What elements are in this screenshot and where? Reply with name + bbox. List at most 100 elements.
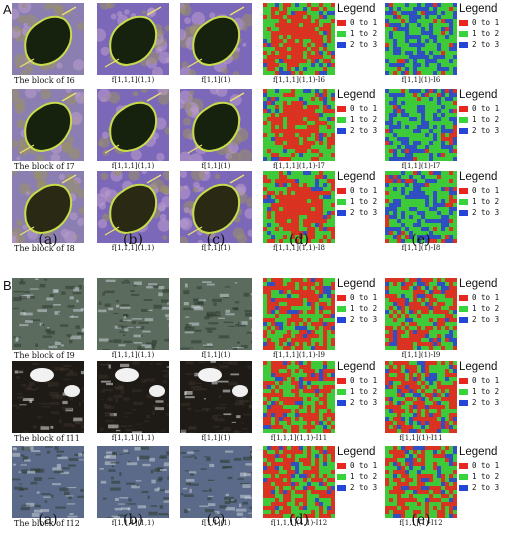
image-b-r2-c3 bbox=[180, 361, 252, 433]
image-a-r2-c4 bbox=[263, 89, 335, 161]
legend-swatch bbox=[337, 305, 346, 312]
legend-swatch bbox=[337, 187, 346, 194]
legend-item: 0 to 1 bbox=[459, 185, 499, 196]
legend-title: Legend bbox=[459, 278, 498, 290]
legend-swatch bbox=[337, 116, 346, 123]
image-b-r1-c1 bbox=[12, 278, 84, 350]
legend-item: 2 to 3 bbox=[337, 314, 377, 325]
image-a-r3-c3 bbox=[180, 171, 252, 243]
legend: Legend 0 to 1 1 to 2 2 to 3 bbox=[337, 89, 377, 136]
legend: Legend 0 to 1 1 to 2 2 to 3 bbox=[337, 278, 377, 325]
legend: Legend 0 to 1 1 to 2 2 to 3 bbox=[337, 3, 377, 50]
legend-label: 1 to 2 bbox=[350, 304, 378, 313]
legend-label: 0 to 1 bbox=[350, 18, 378, 27]
legend-label: 2 to 3 bbox=[350, 398, 378, 407]
legend-item: 0 to 1 bbox=[459, 292, 499, 303]
legend-item: 1 to 2 bbox=[337, 196, 377, 207]
legend-swatch bbox=[337, 377, 346, 384]
image-caption: The block of I7 bbox=[14, 162, 75, 171]
legend-item: 1 to 2 bbox=[459, 303, 499, 314]
legend-item: 2 to 3 bbox=[459, 482, 499, 493]
legend-label: 1 to 2 bbox=[472, 387, 500, 396]
legend-label: 2 to 3 bbox=[350, 208, 378, 217]
legend-label: 0 to 1 bbox=[472, 104, 500, 113]
legend-swatch bbox=[459, 209, 468, 216]
section-label-b: B bbox=[3, 278, 12, 293]
legend-swatch bbox=[337, 105, 346, 112]
legend-item: 0 to 1 bbox=[337, 375, 377, 386]
image-caption: f[1,1,1](1,1)-I12 bbox=[270, 519, 328, 527]
legend-label: 2 to 3 bbox=[350, 315, 378, 324]
image-a-r3-c5 bbox=[385, 171, 457, 243]
legend: Legend 0 to 1 1 to 2 2 to 3 bbox=[459, 3, 499, 50]
image-b-r3-c1 bbox=[12, 446, 84, 518]
legend-title: Legend bbox=[337, 278, 376, 290]
legend-item: 1 to 2 bbox=[337, 28, 377, 39]
legend-label: 2 to 3 bbox=[472, 398, 500, 407]
legend-label: 0 to 1 bbox=[350, 186, 378, 195]
legend-item: 1 to 2 bbox=[459, 114, 499, 125]
column-caption: (c) bbox=[206, 512, 226, 528]
legend-label: 2 to 3 bbox=[472, 483, 500, 492]
legend-item: 2 to 3 bbox=[459, 314, 499, 325]
legend-swatch bbox=[459, 198, 468, 205]
legend-swatch bbox=[459, 377, 468, 384]
image-b-r2-c2 bbox=[97, 361, 169, 433]
image-caption: f[1,1,1](1,1)-I11 bbox=[270, 434, 328, 442]
column-caption: (b) bbox=[123, 512, 143, 528]
legend-item: 2 to 3 bbox=[459, 397, 499, 408]
legend-item: 2 to 3 bbox=[337, 125, 377, 136]
legend-swatch bbox=[337, 462, 346, 469]
image-caption: f[1,1](1)-I9 bbox=[401, 351, 441, 359]
image-b-r1-c5 bbox=[385, 278, 457, 350]
image-b-r1-c4 bbox=[263, 278, 335, 350]
legend-item: 1 to 2 bbox=[337, 471, 377, 482]
legend-swatch bbox=[337, 388, 346, 395]
image-caption: f[1,1](1) bbox=[201, 351, 231, 359]
column-caption: (a) bbox=[38, 512, 58, 528]
legend-swatch bbox=[459, 294, 468, 301]
image-a-r1-c4 bbox=[263, 3, 335, 75]
legend-label: 2 to 3 bbox=[472, 126, 500, 135]
legend-label: 1 to 2 bbox=[472, 29, 500, 38]
legend-swatch bbox=[337, 316, 346, 323]
legend-swatch bbox=[459, 187, 468, 194]
legend-item: 1 to 2 bbox=[459, 471, 499, 482]
legend-label: 1 to 2 bbox=[350, 115, 378, 124]
image-a-r2-c3 bbox=[180, 89, 252, 161]
legend-item: 1 to 2 bbox=[337, 114, 377, 125]
image-b-r2-c4 bbox=[263, 361, 335, 433]
legend-label: 2 to 3 bbox=[350, 126, 378, 135]
legend-label: 1 to 2 bbox=[472, 197, 500, 206]
image-caption: f[1,1,1](1,1)-I6 bbox=[272, 76, 326, 84]
legend-title: Legend bbox=[459, 361, 498, 373]
legend: Legend 0 to 1 1 to 2 2 to 3 bbox=[459, 278, 499, 325]
legend-label: 1 to 2 bbox=[472, 115, 500, 124]
legend-label: 2 to 3 bbox=[472, 208, 500, 217]
legend-label: 0 to 1 bbox=[350, 104, 378, 113]
image-caption: The block of I12 bbox=[14, 519, 80, 528]
legend-swatch bbox=[337, 473, 346, 480]
legend-item: 0 to 1 bbox=[459, 375, 499, 386]
legend-label: 1 to 2 bbox=[350, 197, 378, 206]
legend-swatch bbox=[459, 473, 468, 480]
image-caption: f[1,1](1)-I12 bbox=[399, 519, 443, 527]
image-caption: The block of I6 bbox=[14, 76, 75, 85]
legend-label: 0 to 1 bbox=[350, 376, 378, 385]
column-caption: (e) bbox=[411, 512, 431, 528]
image-caption: f[1,1](1)-I7 bbox=[401, 162, 441, 170]
legend-title: Legend bbox=[459, 446, 498, 458]
legend-swatch bbox=[459, 316, 468, 323]
image-caption: f[1,1](1) bbox=[201, 519, 231, 527]
legend-item: 0 to 1 bbox=[459, 17, 499, 28]
image-caption: The block of I8 bbox=[14, 244, 75, 253]
legend-item: 1 to 2 bbox=[337, 386, 377, 397]
legend-label: 0 to 1 bbox=[472, 293, 500, 302]
column-caption: (a) bbox=[38, 232, 58, 248]
legend-swatch bbox=[337, 209, 346, 216]
legend-swatch bbox=[459, 41, 468, 48]
legend-title: Legend bbox=[337, 3, 376, 15]
image-a-r2-c1 bbox=[12, 89, 84, 161]
legend-swatch bbox=[337, 127, 346, 134]
legend: Legend 0 to 1 1 to 2 2 to 3 bbox=[459, 361, 499, 408]
